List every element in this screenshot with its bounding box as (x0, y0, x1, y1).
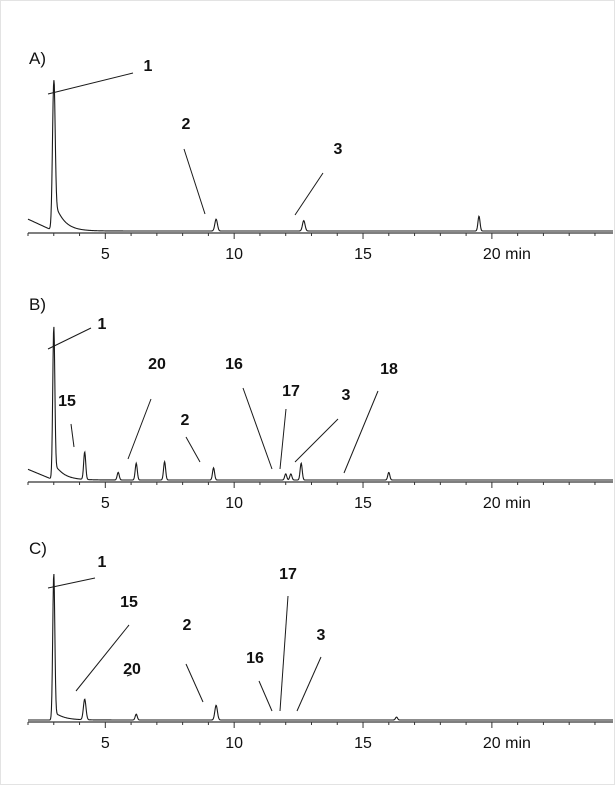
peak-annotation-17: 17 (279, 383, 300, 470)
annotation-leader-line (185, 436, 201, 463)
peak-label: 2 (182, 116, 191, 133)
annotation-leader-line (279, 408, 287, 470)
annotation-leader-line (47, 327, 92, 350)
peak-label: 16 (225, 356, 243, 373)
peak-annotation-20: 20 (123, 661, 141, 678)
peak-annotation-1: 1 (47, 58, 153, 95)
x-tick-label: 20 min (483, 495, 531, 512)
peak-label: 3 (317, 627, 326, 644)
peak-annotation-15: 15 (75, 594, 138, 692)
x-tick-label: 5 (101, 495, 110, 512)
x-tick-label: 10 (225, 246, 243, 263)
peak-label: 20 (123, 661, 141, 678)
x-tick-label: 15 (354, 735, 372, 752)
peak-annotation-2: 2 (181, 412, 201, 463)
chromatogram-panel-3: C) 5 10 15 20 min 1 15 20 2 16 17 3 (27, 539, 613, 752)
peak-label: 17 (279, 566, 297, 583)
annotation-leader-line (294, 418, 339, 463)
peak-annotation-2: 2 (182, 116, 206, 215)
peak-annotation-1: 1 (47, 316, 107, 350)
annotation-leader-line (279, 595, 289, 712)
peak-label: 16 (246, 650, 264, 667)
annotation-leader-line (294, 172, 324, 216)
x-tick-label: 20 min (483, 735, 531, 752)
annotation-leader-line (296, 656, 322, 712)
chromatogram-panel-2: B) 5 10 15 20 min 1 15 20 2 16 17 3 18 (27, 295, 613, 512)
annotation-leader-line (258, 680, 273, 712)
annotation-leader-line (343, 390, 379, 474)
x-tick-label: 5 (101, 735, 110, 752)
peak-annotation-20: 20 (127, 356, 166, 460)
peak-label: 3 (334, 141, 343, 158)
panel-label: C) (29, 539, 47, 558)
annotation-leader-line (185, 663, 204, 703)
peak-annotation-18: 18 (343, 361, 398, 474)
panel-label: B) (29, 295, 46, 314)
annotation-leader-line (242, 387, 273, 470)
peak-label: 2 (183, 617, 192, 634)
peak-label: 20 (148, 356, 166, 373)
peak-label: 3 (342, 387, 351, 404)
peak-label: 15 (58, 393, 76, 410)
peak-annotation-16: 16 (225, 356, 273, 470)
annotation-leader-line (126, 673, 133, 677)
chromatogram-trace (27, 326, 613, 481)
annotation-leader-line (183, 148, 206, 215)
x-tick-label: 10 (225, 495, 243, 512)
peak-label: 1 (144, 58, 153, 75)
x-tick-label: 15 (354, 495, 372, 512)
peak-annotation-15: 15 (58, 393, 76, 448)
peak-annotation-1: 1 (47, 554, 107, 589)
x-tick-label: 10 (225, 735, 243, 752)
peak-label: 1 (98, 316, 107, 333)
peak-label: 15 (120, 594, 138, 611)
x-tick-label: 20 min (483, 246, 531, 263)
x-tick-label: 5 (101, 246, 110, 263)
annotation-leader-line (70, 423, 75, 448)
peak-annotation-16: 16 (246, 650, 273, 712)
peak-label: 1 (98, 554, 107, 571)
annotation-leader-line (47, 577, 96, 589)
chromatogram-trace (27, 80, 613, 232)
peak-label: 2 (181, 412, 190, 429)
peak-label: 18 (380, 361, 398, 378)
peak-annotation-3: 3 (296, 627, 326, 712)
annotation-leader-line (127, 398, 152, 460)
chromatogram-trace (28, 573, 613, 721)
panel-label: A) (29, 49, 46, 68)
peak-annotation-2: 2 (183, 617, 204, 703)
chromatogram-panel-1: A) 5 10 15 20 min 1 2 3 (27, 49, 613, 263)
peak-annotation-3: 3 (294, 141, 343, 216)
peak-annotation-3: 3 (294, 387, 351, 463)
peak-label: 17 (282, 383, 300, 400)
x-tick-label: 15 (354, 246, 372, 263)
peak-annotation-17: 17 (279, 566, 297, 712)
annotation-leader-line (47, 72, 134, 95)
annotation-leader-line (75, 624, 130, 692)
